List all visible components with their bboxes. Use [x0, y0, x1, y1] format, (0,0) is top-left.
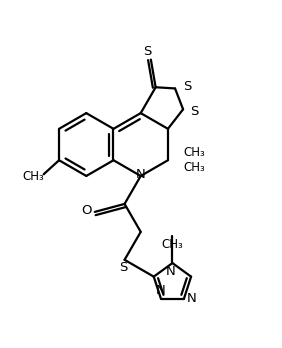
Text: CH₃: CH₃ [183, 161, 205, 174]
Text: N: N [156, 284, 166, 297]
Text: N: N [136, 168, 146, 181]
Text: CH₃: CH₃ [183, 146, 205, 159]
Text: S: S [143, 45, 152, 58]
Text: N: N [187, 292, 197, 305]
Text: S: S [183, 80, 191, 93]
Text: S: S [119, 261, 127, 274]
Text: S: S [190, 105, 199, 118]
Text: O: O [81, 204, 92, 217]
Text: CH₃: CH₃ [22, 170, 44, 183]
Text: CH₃: CH₃ [162, 238, 183, 251]
Text: N: N [166, 265, 176, 278]
